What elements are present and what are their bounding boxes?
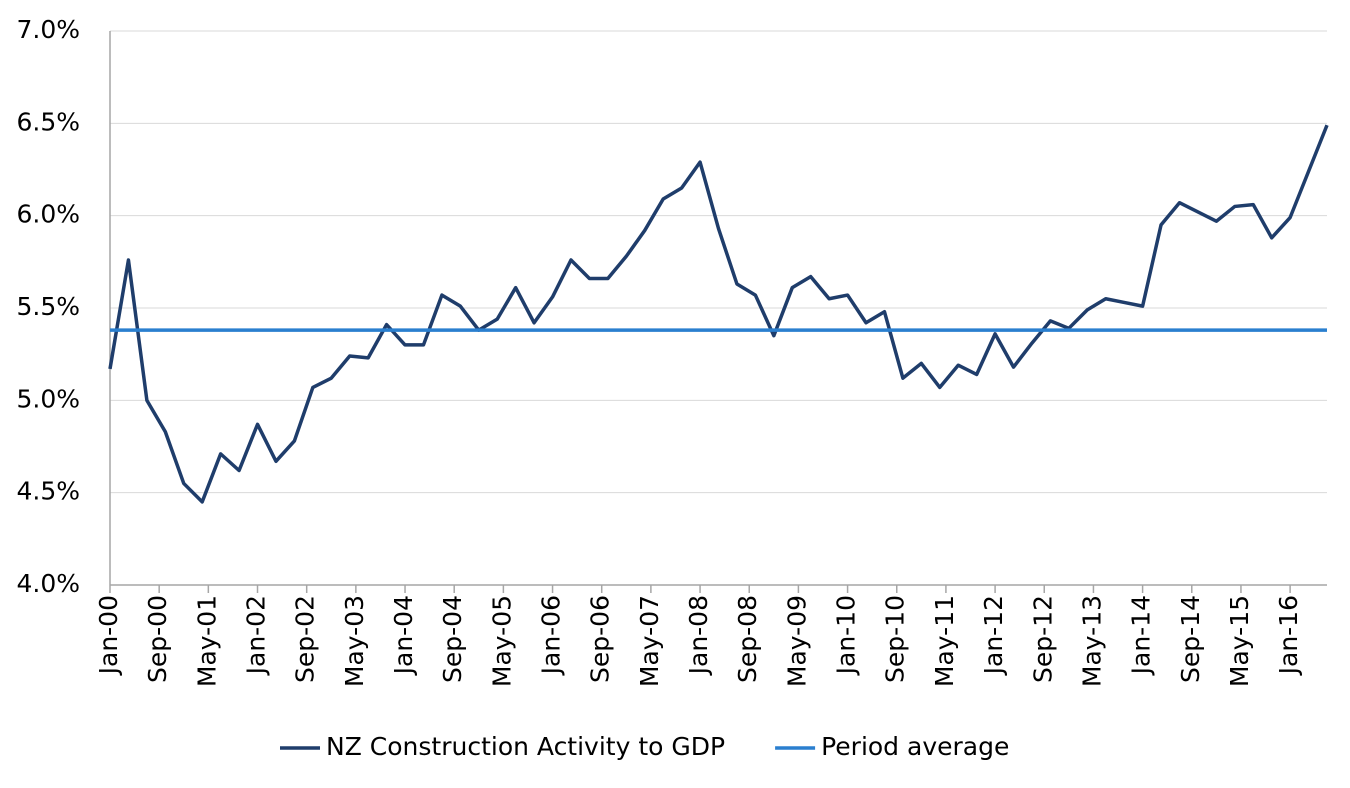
- x-tick-label: Jan-12: [979, 595, 1008, 676]
- x-tick-label: Sep-02: [291, 595, 320, 683]
- y-tick-label: 4.0%: [16, 569, 80, 598]
- x-tick-label: May-05: [487, 595, 516, 687]
- x-tick-label: Sep-04: [438, 595, 467, 683]
- y-tick-label: 6.5%: [16, 107, 80, 136]
- x-tick-label: Sep-14: [1176, 595, 1205, 683]
- y-tick-label: 5.5%: [16, 292, 80, 321]
- x-tick-label: May-11: [930, 595, 959, 687]
- series-line: [108, 124, 1329, 504]
- x-tick-label: May-01: [192, 595, 221, 687]
- legend-label: NZ Construction Activity to GDP: [326, 732, 725, 761]
- x-tick-label: Sep-06: [586, 595, 615, 683]
- x-tick-label: May-09: [782, 595, 811, 687]
- x-tick-label: Jan-16: [1274, 595, 1303, 676]
- x-tick-label: Sep-08: [733, 595, 762, 683]
- x-tick-label: Sep-12: [1028, 595, 1057, 683]
- x-tick-label: Jan-00: [94, 595, 123, 676]
- x-tick-label: May-07: [635, 595, 664, 687]
- y-tick-label: 6.0%: [16, 200, 80, 229]
- legend-label: Period average: [821, 732, 1009, 761]
- x-tick-label: Jan-02: [242, 595, 271, 676]
- x-tick-label: May-13: [1077, 595, 1106, 687]
- x-tick-label: Jan-08: [684, 595, 713, 676]
- x-tick-label: Jan-06: [537, 595, 566, 676]
- x-tick-label: Jan-04: [389, 595, 418, 676]
- x-tick-label: May-03: [340, 595, 369, 687]
- y-tick-label: 7.0%: [16, 15, 80, 44]
- x-tick-label: May-15: [1225, 595, 1254, 687]
- x-tick-label: Jan-10: [832, 595, 861, 676]
- x-tick-label: Sep-10: [881, 595, 910, 683]
- y-tick-label: 4.5%: [16, 477, 80, 506]
- y-tick-label: 5.0%: [16, 384, 80, 413]
- x-tick-label: Jan-14: [1127, 595, 1156, 676]
- x-tick-label: Sep-00: [143, 595, 172, 683]
